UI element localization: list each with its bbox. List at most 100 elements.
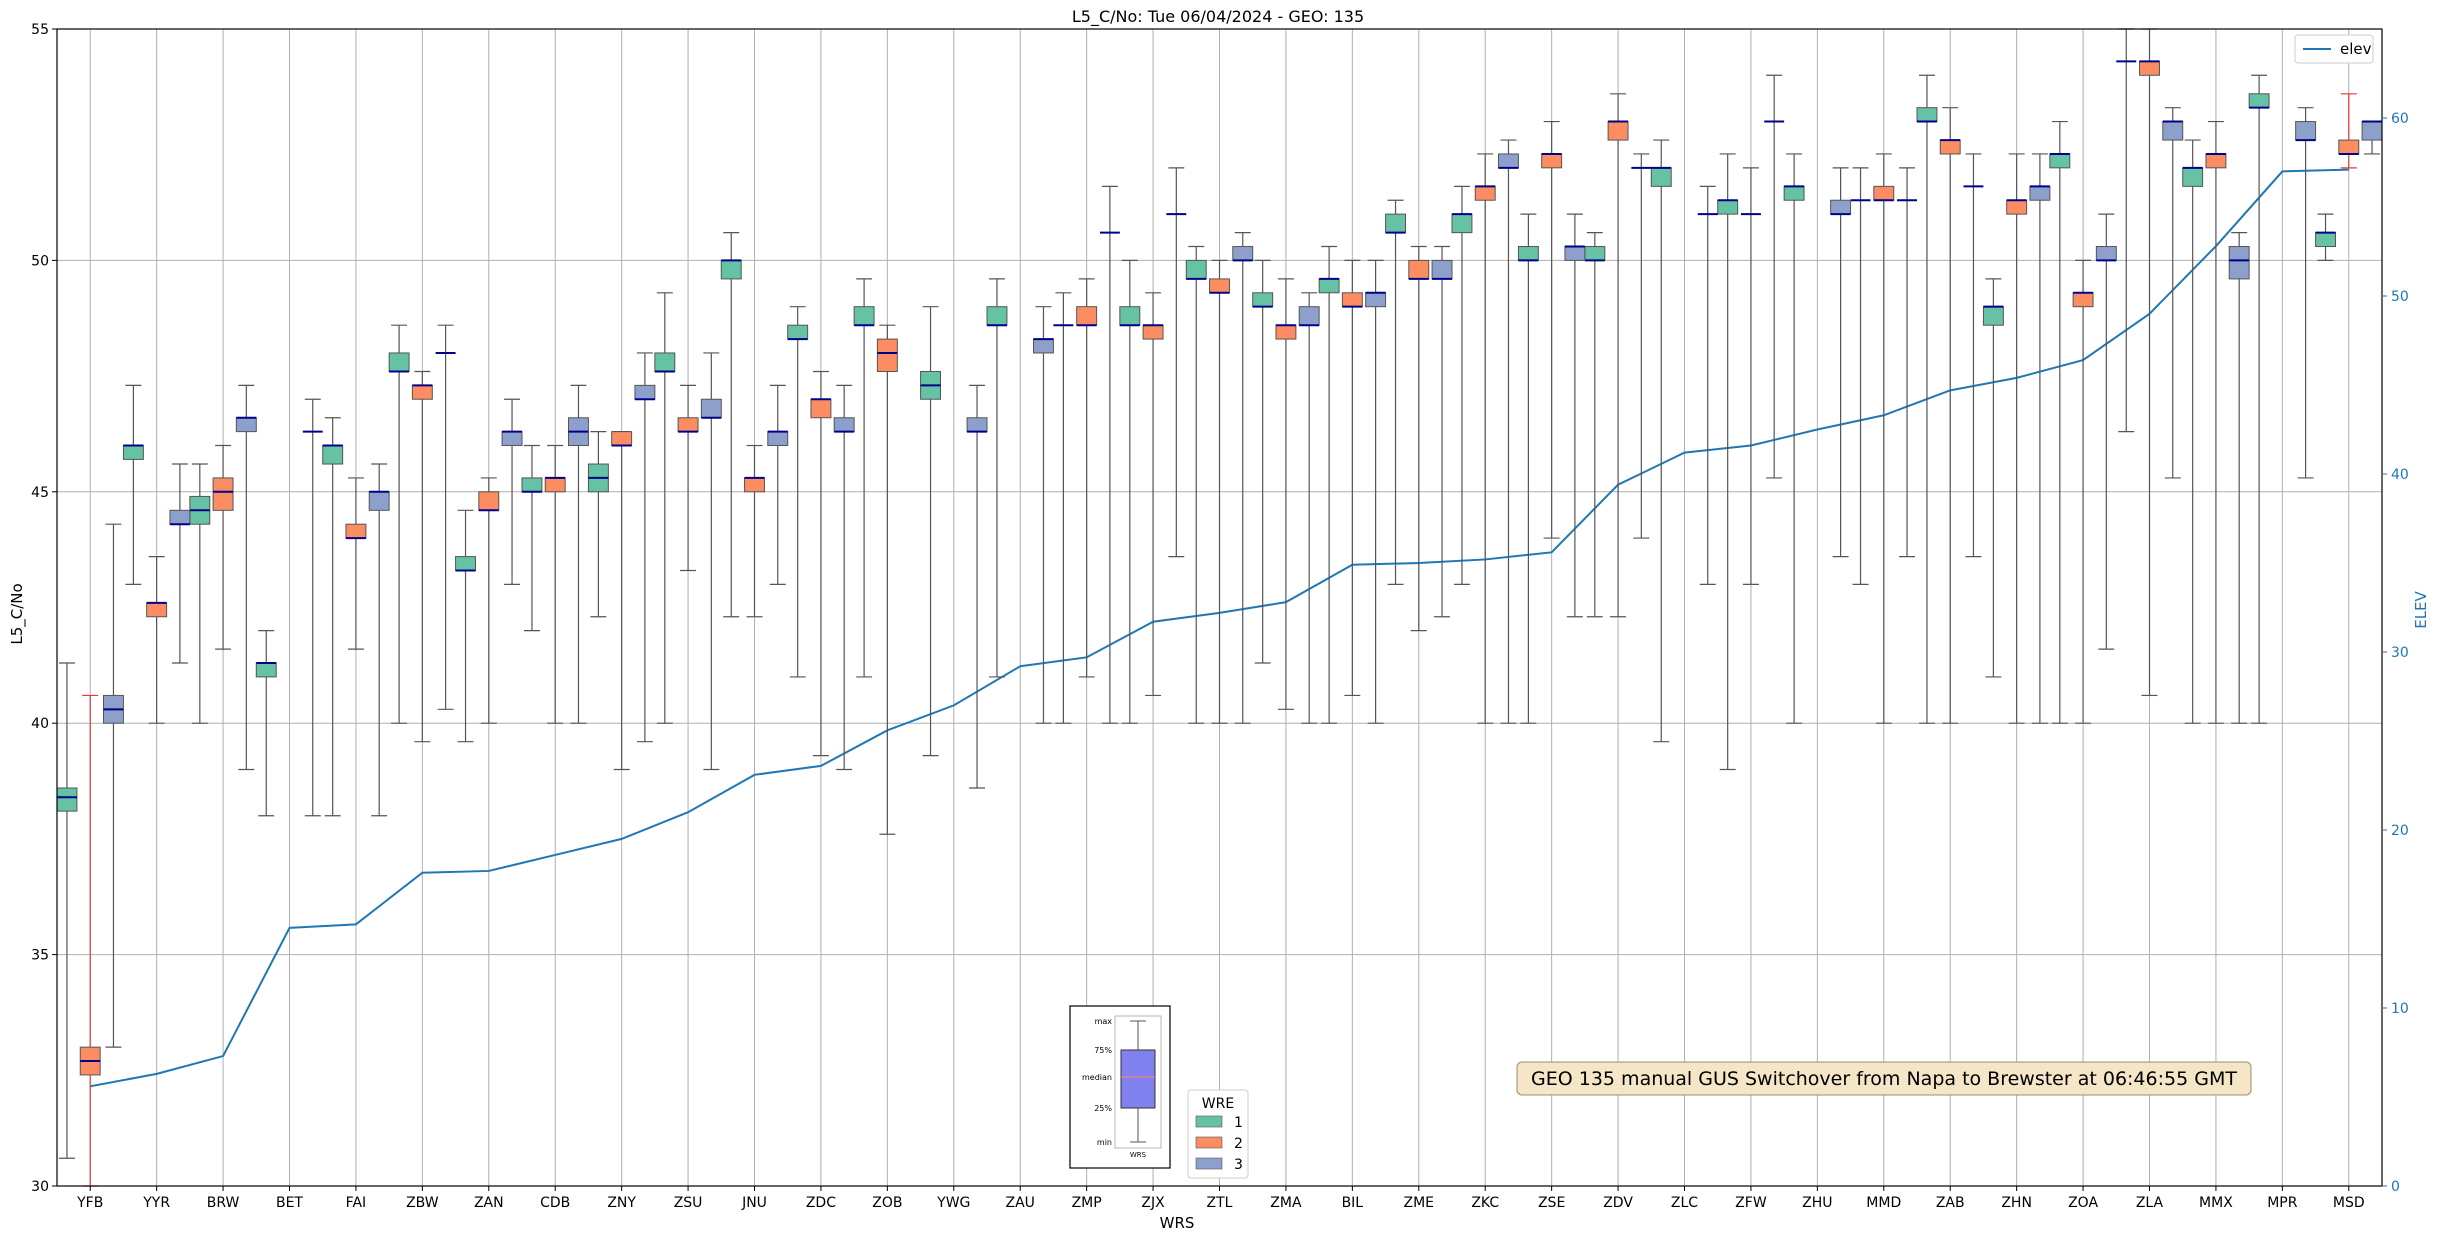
box-body [2029,185,2051,201]
box-body [720,259,742,280]
box-wre3-zdc [833,384,855,771]
box-wre2-zjx [1142,292,1164,697]
box-body [544,477,566,493]
box-wre2-fai [345,477,367,650]
inset-label-max: max [1095,1017,1113,1026]
y-tick-label: 40 [31,716,49,732]
y2-tick-label: 50 [2391,289,2409,305]
wre-legend-swatch-1 [1195,1115,1223,1128]
box-body [1607,121,1629,141]
inset-label-median: median [1082,1073,1112,1082]
x-tick-label: BRW [207,1195,240,1211]
box-wre2-zmp [1076,278,1098,678]
box-body [677,417,699,433]
box-wre3-zab [1963,153,1984,558]
box-body [833,417,855,433]
box-wre2-brw [212,444,234,650]
box-body [853,306,875,326]
box-body [1408,259,1430,280]
chart-title: L5_C/No: Tue 06/04/2024 - GEO: 135 [1072,7,1364,27]
box-body [1365,292,1387,308]
box-wre1-zdc [787,306,809,678]
box-body [56,787,78,812]
inset-label-min: min [1097,1138,1112,1147]
box-wre3-mpr [2295,107,2317,479]
box-wre1-zme [1385,199,1406,585]
box-wre2-zhn [2006,153,2028,724]
box-wre2-zla [2139,28,2160,697]
box-body [2072,292,2094,308]
box-body [1385,213,1406,234]
y2-tick-label: 0 [2391,1179,2400,1195]
box-body [1185,259,1207,280]
box-wre1-bet [255,630,277,817]
box-wre1-cdb [521,444,543,632]
box-wre2-ztl [1209,259,1230,724]
box-wre1-yfb [56,662,78,1159]
box-wre2-cdb [544,444,566,724]
box-wre1-bil [1318,245,1340,724]
box-wre3-zbw [435,324,456,710]
box-wre1-ywg [920,306,941,757]
box-body [634,384,656,400]
box-wre3-zjx [1166,167,1187,558]
box-wre3-yyr [169,463,191,664]
box-wre2-zkc [1474,153,1496,724]
box-body [2295,121,2317,141]
box-wre1-yyr [122,384,144,585]
box-wre3-brw [235,384,257,771]
y2-tick-label: 60 [2391,111,2409,127]
box-body [1142,324,1164,340]
x-tick-label: ZFW [1735,1195,1767,1211]
box-body [1298,306,1320,326]
box-wre3-zau [1033,306,1054,724]
axis-layer: YFB YYR BRW BET FAI ZBW ZAN CDB ZNY ZSU JNU ZDC ZOB Y… [31,22,2409,1211]
inset-label-q1: 25% [1094,1104,1112,1113]
box-body [235,417,257,433]
box-wre1-jnu [720,232,742,618]
x-tick-label: MMD [1866,1195,1901,1211]
box-wre3-zdv [1631,153,1652,539]
box-wre1-mmx [2182,139,2204,724]
box-wre1-ztl [1185,245,1207,724]
wre-legend: WRE 1 2 3 [1187,1089,1249,1179]
x-tick-label: ZBW [406,1195,439,1211]
x-tick-label: ZSU [674,1195,703,1211]
box-body [1517,246,1539,261]
box-wre1-zab [1916,74,1938,724]
box-wre2-zsu [677,384,699,572]
box-wre3-zsu [700,352,722,771]
wre-legend-label-2: 2 [1234,1136,1243,1152]
annotation-frame [1516,1061,2252,1096]
x-tick-label: ZSE [1538,1195,1565,1211]
box-body [744,477,765,493]
box-body [521,477,543,493]
x-tick-label: ZAU [1006,1195,1035,1211]
box-body [388,352,410,372]
y2-tick-label: 10 [2391,1001,2409,1017]
box-body [1916,107,1938,123]
x-tick-label: BET [276,1195,303,1211]
wre-legend-label-3: 3 [1234,1157,1243,1173]
box-wre1-zsu [654,292,676,724]
box-wre2-zdc [810,370,832,757]
box-wre1-zob [853,278,875,678]
box-wre2-zan [478,477,500,724]
box-wre3-zla [2162,107,2184,479]
x-tick-label: ZOA [2068,1195,2098,1211]
box-wre3-yfb [103,523,124,1048]
box-wre2-mmx [2205,120,2227,724]
x-tick-label: FAI [346,1195,366,1211]
x-tick-label: ZMA [1270,1195,1302,1211]
box-body [876,338,898,372]
box-wre3-zhu [1830,167,1852,558]
box-wre3-zny [634,352,656,743]
inset-label-q3: 75% [1094,1046,1112,1055]
x-tick-label: ZHU [1802,1195,1832,1211]
y2-tick-label: 30 [2391,645,2409,661]
wre-legend-swatch-3 [1195,1157,1223,1170]
x-tick-label: JNU [741,1195,767,1211]
box-wre1-zla [2116,28,2137,433]
box-layer [56,28,2383,1187]
